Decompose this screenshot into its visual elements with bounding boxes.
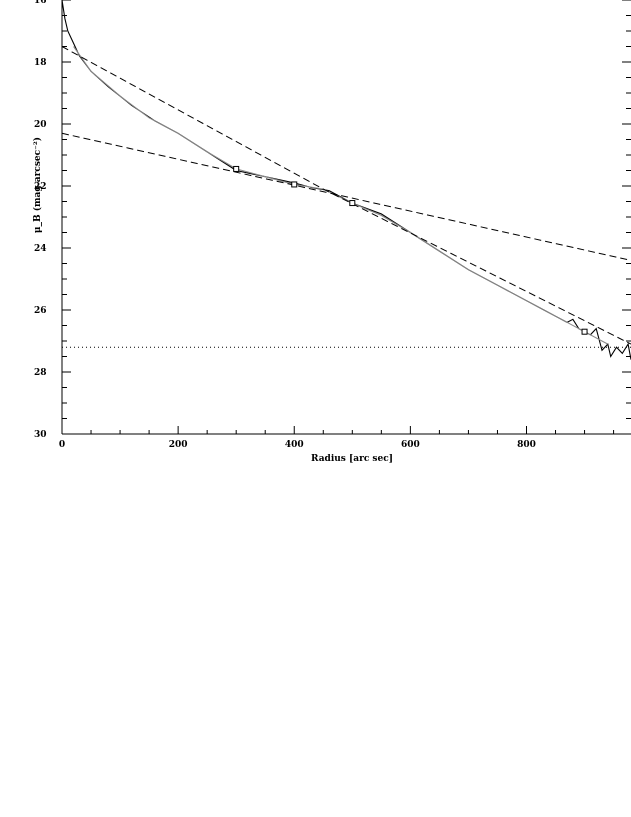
y-tick-label: 26 — [34, 306, 47, 316]
square-marker — [349, 200, 356, 207]
square-marker — [291, 181, 298, 188]
x-tick-label: 200 — [169, 440, 188, 450]
y-tick-label: 28 — [34, 368, 47, 378]
x-tick-label: 600 — [401, 440, 420, 450]
y-axis-label: μ_B (mag arcsec⁻²) — [32, 137, 43, 233]
axes: 0 200 400 600 800 18 20 22 24 26 28 30 16 — [34, 0, 631, 450]
y-tick-label: 22 — [34, 182, 47, 192]
x-axis-label: Radius [arc sec] — [311, 454, 393, 464]
x-tick-label: 400 — [285, 440, 304, 450]
plot-area — [61, 0, 631, 360]
series-line-2 — [73, 46, 609, 345]
series-line-3 — [61, 46, 631, 345]
x-tick-label: 0 — [59, 440, 65, 450]
square-marker — [581, 328, 588, 335]
y-tick-label: 24 — [34, 244, 47, 254]
y-tick-label: 20 — [34, 120, 47, 130]
series-line-1 — [61, 0, 631, 360]
square-marker — [233, 165, 240, 172]
x-tick-label: 800 — [517, 440, 536, 450]
y-tick-label: 18 — [34, 58, 47, 68]
y-tick-label: 30 — [34, 430, 47, 440]
series-line-4 — [61, 132, 631, 261]
y-tick-label-top: 16 — [34, 0, 47, 6]
